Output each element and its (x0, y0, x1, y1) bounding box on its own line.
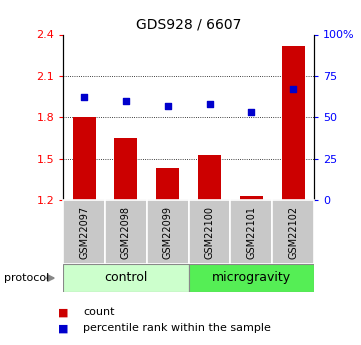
Bar (63, 200, 105, 264)
Bar (156, 168, 179, 200)
Text: GSM22102: GSM22102 (288, 206, 298, 258)
Bar (105, 200, 147, 264)
Text: percentile rank within the sample: percentile rank within the sample (83, 324, 271, 333)
Bar (230, 200, 272, 264)
Point (248, 110, 254, 115)
Bar (272, 200, 314, 264)
Bar (198, 155, 221, 200)
Text: GSM22099: GSM22099 (163, 206, 173, 258)
Text: control: control (104, 271, 148, 284)
Text: protocol: protocol (4, 273, 49, 283)
Text: GSM22097: GSM22097 (79, 206, 89, 258)
Point (123, 98, 129, 104)
Text: ■: ■ (58, 307, 68, 317)
Bar (188, 264, 314, 292)
Point (290, 86, 296, 92)
Text: ■: ■ (58, 324, 68, 333)
Point (206, 101, 212, 107)
Bar (282, 46, 305, 200)
Text: GSM22098: GSM22098 (121, 206, 131, 258)
Text: GSM22100: GSM22100 (205, 206, 214, 258)
Text: GSM22101: GSM22101 (246, 206, 256, 258)
Point (165, 103, 171, 108)
Text: count: count (83, 307, 114, 317)
Bar (240, 196, 263, 200)
Bar (73, 117, 96, 200)
Title: GDS928 / 6607: GDS928 / 6607 (136, 18, 241, 32)
Bar (114, 138, 138, 200)
Point (81, 95, 87, 100)
Bar (63, 264, 188, 292)
Text: microgravity: microgravity (212, 271, 291, 284)
Bar (188, 200, 230, 264)
Bar (147, 200, 188, 264)
